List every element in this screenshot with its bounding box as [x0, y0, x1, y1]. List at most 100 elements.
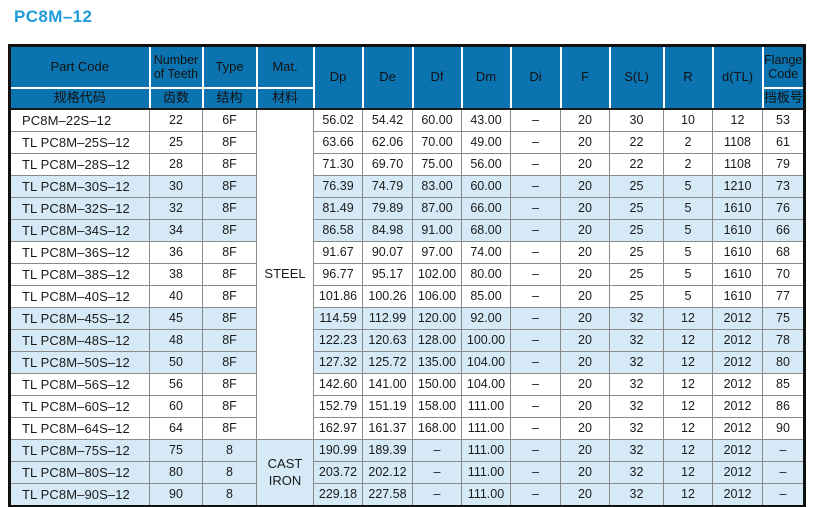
cell-dtl: 12	[712, 108, 763, 132]
cell-flange: –	[762, 439, 805, 462]
cell-f: 20	[560, 131, 610, 154]
cell-sl: 25	[609, 263, 664, 286]
cell-type: 8F	[202, 219, 257, 242]
cell-di: –	[510, 329, 561, 352]
cell-sl: 32	[609, 351, 664, 374]
cell-de: 95.17	[362, 263, 413, 286]
cell-dtl: 1108	[712, 131, 763, 154]
cell-dtl: 2012	[712, 417, 763, 440]
cell-f: 20	[560, 373, 610, 396]
material-group-cell: CAST IRON	[256, 439, 314, 507]
material-group-cell: STEEL	[256, 108, 314, 440]
cell-f: 20	[560, 153, 610, 176]
table-row: TL PC8M–56S–12 56 8F 142.60 141.00 150.00 104.…	[9, 373, 805, 396]
cell-part-code: TL PC8M–38S–12	[9, 263, 150, 286]
cell-dm: 104.00	[461, 351, 511, 374]
cell-sl: 32	[609, 439, 664, 462]
cell-part-code: TL PC8M–48S–12	[9, 329, 150, 352]
cell-dp: 76.39	[313, 175, 363, 198]
cell-df: –	[412, 439, 462, 462]
cell-dp: 122.23	[313, 329, 363, 352]
cell-teeth: 56	[149, 373, 203, 396]
cell-dtl: 2012	[712, 461, 763, 484]
cell-type: 6F	[202, 108, 257, 132]
cell-dp: 190.99	[313, 439, 363, 462]
cell-de: 69.70	[362, 153, 413, 176]
table-row: TL PC8M–40S–12 40 8F 101.86 100.26 106.00 85.0…	[9, 285, 805, 308]
cell-type: 8F	[202, 417, 257, 440]
table-row: TL PC8M–90S–12 90 8 229.18 227.58–111.00–20 3…	[9, 483, 805, 507]
cell-di: –	[510, 175, 561, 198]
table-body: PC8M–22S–12 22 6F STEEL 56.02 54.42 60.00 43.00…	[9, 108, 805, 507]
cell-df: 168.00	[412, 417, 462, 440]
cell-part-code: TL PC8M–36S–12	[9, 241, 150, 264]
cell-di: –	[510, 483, 561, 507]
cell-type: 8	[202, 461, 257, 484]
cell-f: 20	[560, 351, 610, 374]
cell-teeth: 64	[149, 417, 203, 440]
cell-teeth: 60	[149, 395, 203, 418]
col-header-di: Di	[509, 44, 562, 110]
cell-part-code: TL PC8M–50S–12	[9, 351, 150, 374]
col-header-number-of-teeth: Number of Teeth	[148, 44, 204, 89]
table-row: TL PC8M–80S–12 80 8 203.72 202.12–111.00–20 3…	[9, 461, 805, 484]
cell-de: 112.99	[362, 307, 413, 330]
cell-type: 8F	[202, 197, 257, 220]
cell-flange: 76	[762, 197, 805, 220]
col-header-de: De	[361, 44, 414, 110]
cell-f: 20	[560, 108, 610, 132]
cell-f: 20	[560, 329, 610, 352]
cell-di: –	[510, 307, 561, 330]
cell-teeth: 90	[149, 483, 203, 507]
cell-dtl: 1610	[712, 197, 763, 220]
table-header: Part Code Number of Teeth Type Mat. Dp D…	[8, 44, 806, 110]
cell-r: 12	[663, 461, 713, 484]
cell-flange: 66	[762, 219, 805, 242]
col-header-df: Df	[411, 44, 463, 110]
cell-flange: 86	[762, 395, 805, 418]
cell-r: 2	[663, 131, 713, 154]
cell-sl: 22	[609, 153, 664, 176]
cell-dm: 111.00	[461, 483, 511, 507]
cell-di: –	[510, 439, 561, 462]
cell-df: 158.00	[412, 395, 462, 418]
cell-dtl: 2012	[712, 307, 763, 330]
cell-teeth: 50	[149, 351, 203, 374]
cell-part-code: TL PC8M–80S–12	[9, 461, 150, 484]
cell-type: 8F	[202, 351, 257, 374]
cell-sl: 32	[609, 461, 664, 484]
cell-dm: 49.00	[461, 131, 511, 154]
cell-dtl: 1108	[712, 153, 763, 176]
cell-df: 106.00	[412, 285, 462, 308]
cell-part-code: TL PC8M–40S–12	[9, 285, 150, 308]
cell-dp: 63.66	[313, 131, 363, 154]
cell-sl: 32	[609, 329, 664, 352]
cell-flange: 68	[762, 241, 805, 264]
header-row-english: Part Code Number of Teeth Type Mat. Dp D…	[8, 44, 806, 110]
cell-df: 102.00	[412, 263, 462, 286]
cell-df: –	[412, 461, 462, 484]
cell-de: 125.72	[362, 351, 413, 374]
cell-dtl: 1610	[712, 219, 763, 242]
table-row: TL PC8M–48S–12 48 8F 122.23 120.63 128.00 100.…	[9, 329, 805, 352]
cell-r: 10	[663, 108, 713, 132]
cell-teeth: 36	[149, 241, 203, 264]
table-row: TL PC8M–38S–12 38 8F 96.77 95.17 102.00 80.00–…	[9, 263, 805, 286]
cell-f: 20	[560, 263, 610, 286]
col-header-part-code-zh: 规格代码	[8, 87, 151, 110]
cell-flange: 78	[762, 329, 805, 352]
cell-r: 12	[663, 439, 713, 462]
cell-df: 97.00	[412, 241, 462, 264]
cell-dp: 91.67	[313, 241, 363, 264]
cell-dtl: 2012	[712, 439, 763, 462]
cell-dp: 142.60	[313, 373, 363, 396]
cell-dm: 85.00	[461, 285, 511, 308]
cell-part-code: TL PC8M–75S–12	[9, 439, 150, 462]
cell-dm: 74.00	[461, 241, 511, 264]
col-header-dp: Dp	[312, 44, 364, 110]
cell-di: –	[510, 197, 561, 220]
cell-flange: –	[762, 483, 805, 507]
cell-dtl: 1610	[712, 263, 763, 286]
cell-teeth: 28	[149, 153, 203, 176]
